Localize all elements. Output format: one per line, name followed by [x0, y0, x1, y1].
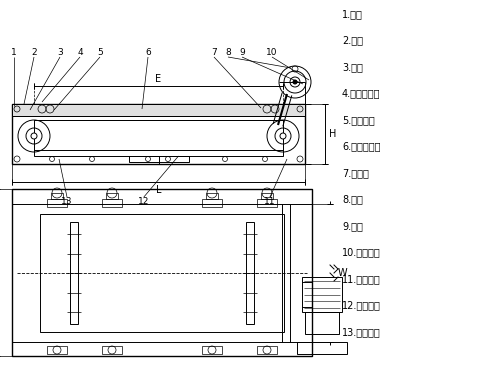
Text: 8: 8 — [224, 47, 230, 56]
Bar — [296, 342, 346, 354]
Bar — [51, 193, 63, 199]
Text: 2: 2 — [31, 47, 37, 56]
Circle shape — [280, 133, 285, 139]
Text: 6: 6 — [145, 47, 151, 56]
Bar — [202, 346, 222, 354]
Text: 12: 12 — [138, 197, 149, 206]
Bar — [257, 346, 276, 354]
Text: 10: 10 — [265, 47, 277, 56]
Text: 11: 11 — [264, 197, 275, 206]
Bar — [257, 199, 276, 207]
Text: 7: 7 — [211, 47, 217, 56]
Text: 5: 5 — [97, 47, 102, 56]
Text: 13: 13 — [61, 197, 73, 206]
Bar — [12, 104, 305, 164]
Bar — [305, 312, 338, 334]
Bar — [205, 193, 218, 199]
Bar — [12, 104, 305, 116]
Text: 10.减速电机: 10.减速电机 — [341, 248, 380, 258]
Text: 4.除铁器本体: 4.除铁器本体 — [341, 89, 380, 98]
Text: H: H — [328, 129, 336, 139]
Text: 1.吊耳: 1.吊耳 — [341, 9, 362, 19]
Bar — [106, 193, 118, 199]
Bar — [70, 222, 78, 324]
Text: 9.链条: 9.链条 — [341, 221, 362, 231]
Text: 4: 4 — [77, 47, 82, 56]
Bar — [128, 156, 188, 162]
Text: E: E — [155, 74, 161, 84]
Text: 6.不锈钢刮板: 6.不锈钢刮板 — [341, 141, 380, 151]
Text: 11.主动滚筒: 11.主动滚筒 — [341, 274, 380, 284]
Text: L: L — [156, 185, 161, 195]
Bar — [47, 199, 67, 207]
Bar — [302, 277, 341, 312]
Bar — [12, 104, 305, 116]
Bar — [12, 189, 311, 204]
Bar — [12, 189, 311, 356]
Text: 9: 9 — [239, 47, 244, 56]
Circle shape — [31, 133, 37, 139]
Bar — [40, 214, 284, 332]
Text: 3: 3 — [57, 47, 63, 56]
Text: 3.拖轮: 3.拖轮 — [341, 62, 362, 72]
Text: 7.链轮罩: 7.链轮罩 — [341, 168, 368, 178]
Bar — [34, 120, 283, 156]
Bar — [47, 346, 67, 354]
Bar — [245, 222, 253, 324]
Text: 8.链轮: 8.链轮 — [341, 194, 362, 205]
Text: W: W — [337, 268, 346, 278]
Text: 12.调节装置: 12.调节装置 — [341, 300, 380, 310]
Text: 5.卸铁皮带: 5.卸铁皮带 — [341, 115, 374, 125]
Bar — [261, 193, 272, 199]
Text: 13.从动滚动: 13.从动滚动 — [341, 327, 380, 337]
Bar — [102, 346, 122, 354]
Bar — [12, 342, 311, 356]
Text: 1: 1 — [11, 47, 17, 56]
Bar — [102, 199, 122, 207]
Bar — [202, 199, 222, 207]
Circle shape — [292, 80, 296, 84]
Text: 2.机架: 2.机架 — [341, 36, 362, 46]
